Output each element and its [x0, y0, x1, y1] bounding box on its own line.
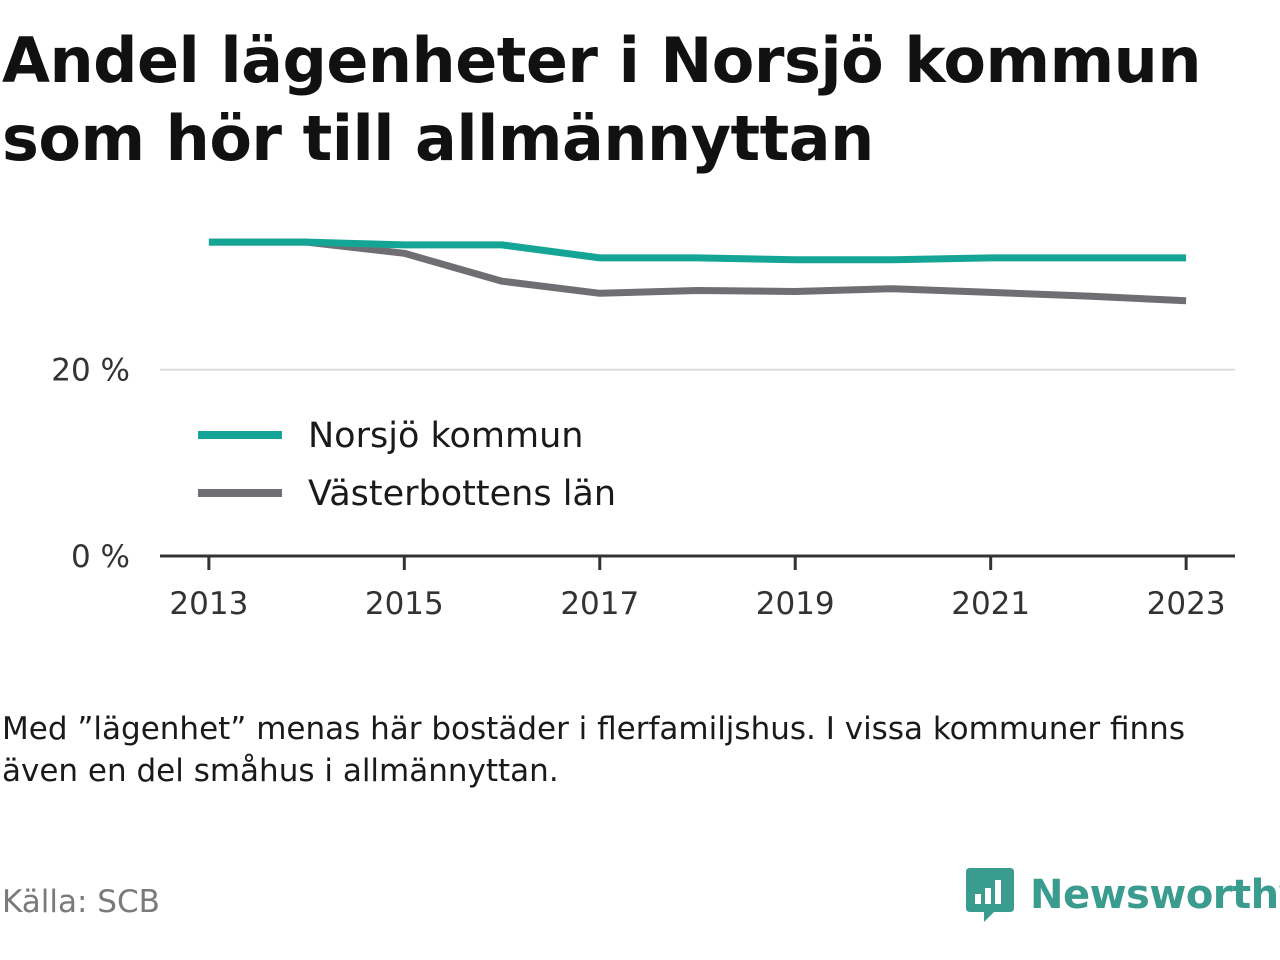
grid-layer: 0 % 20 %: [51, 353, 1235, 575]
source-label: Källa: SCB: [2, 884, 160, 920]
x-tick-label: 2019: [756, 586, 835, 622]
x-tick-label: 2017: [560, 586, 639, 622]
newsworthy-logo-icon: [966, 868, 1014, 922]
x-tick-label: 2013: [169, 586, 248, 622]
y-tick-label: 20 %: [51, 353, 130, 389]
chart-note: Med ”lägenhet” menas här bostäder i fler…: [2, 711, 1185, 789]
x-tick-label: 2023: [1147, 586, 1226, 622]
x-tick-label: 2015: [365, 586, 444, 622]
x-tick-label: 2021: [951, 586, 1030, 622]
x-axis: 2013 2015 2017 2019 2021 2023: [160, 554, 1235, 622]
legend-label: Västerbottens län: [308, 474, 616, 514]
series-line-2: [208, 238, 1187, 305]
line-chart: 0 % 20 % 2013 2015 2017 2019 2021 2023 Norsjö …: [51, 238, 1235, 622]
legend-background: [185, 405, 640, 525]
legend-label: Norsjö kommun: [308, 416, 583, 456]
y-tick-label: 0 %: [71, 539, 130, 575]
series-line-1: [208, 238, 1187, 264]
series-layer: [208, 238, 1187, 305]
brand-name: Newsworthy: [1030, 872, 1280, 918]
chart-title: Andel lägenheter i Norsjö kommun som hör…: [2, 24, 1201, 175]
brand-logo: Newsworthy: [964, 862, 1280, 928]
legend: Norsjö kommun Västerbottens län: [185, 405, 640, 525]
